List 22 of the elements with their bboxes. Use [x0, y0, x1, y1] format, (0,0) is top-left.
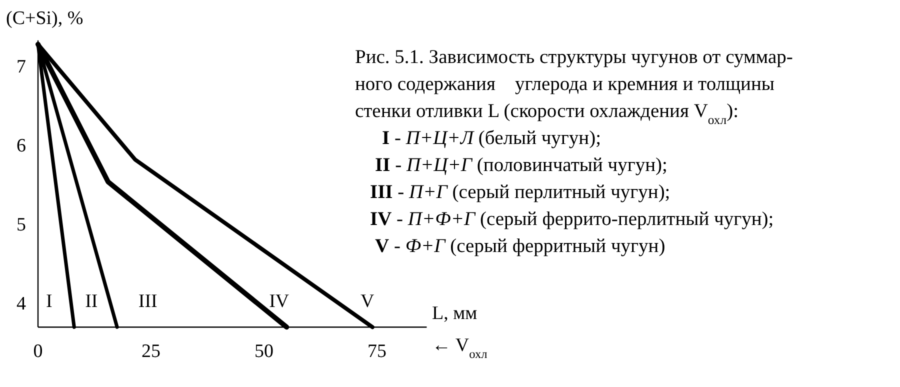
text: ← V$_{охл}$ — [432, 335, 488, 362]
annotation: V — [360, 291, 374, 312]
y-tick-label: 6 — [16, 135, 26, 156]
x-tick-label: 0 — [33, 341, 43, 362]
annotation: II — [85, 291, 98, 312]
x-tick-label: 75 — [368, 341, 386, 362]
annotation: V - Ф+Г (серый ферритный чугун) — [375, 236, 666, 257]
annotation: II - П+Ц+Г (половинчатый чугун); — [375, 155, 668, 176]
annotation: III — [138, 291, 158, 312]
y-tick-label: 7 — [16, 56, 26, 78]
annotation: IV - П+Ф+Г (серый феррито-перлитный чугун); — [370, 209, 774, 230]
x-axis-title: L, мм — [432, 303, 478, 324]
annotation: I — [46, 291, 52, 312]
text: Рис. 5.1. Зависимость структуры чугунов от суммар- ного содержания углерода и кремния и толщины стенки отливки L (скорости охлаждения V$_{охл}$): — [355, 47, 793, 127]
annotation: I - П+Ц+Л (белый чугун); — [382, 128, 602, 149]
x-tick-label: 50 — [254, 341, 274, 362]
y-axis-title: (C+Si), % — [6, 8, 84, 29]
y-tick-label: 4 — [16, 293, 26, 314]
x-tick-label: 25 — [142, 341, 160, 362]
y-tick-label: 5 — [16, 214, 26, 236]
annotation: IV — [269, 291, 290, 312]
annotation: III - П+Г (серый перлитный чугун); — [370, 182, 670, 203]
